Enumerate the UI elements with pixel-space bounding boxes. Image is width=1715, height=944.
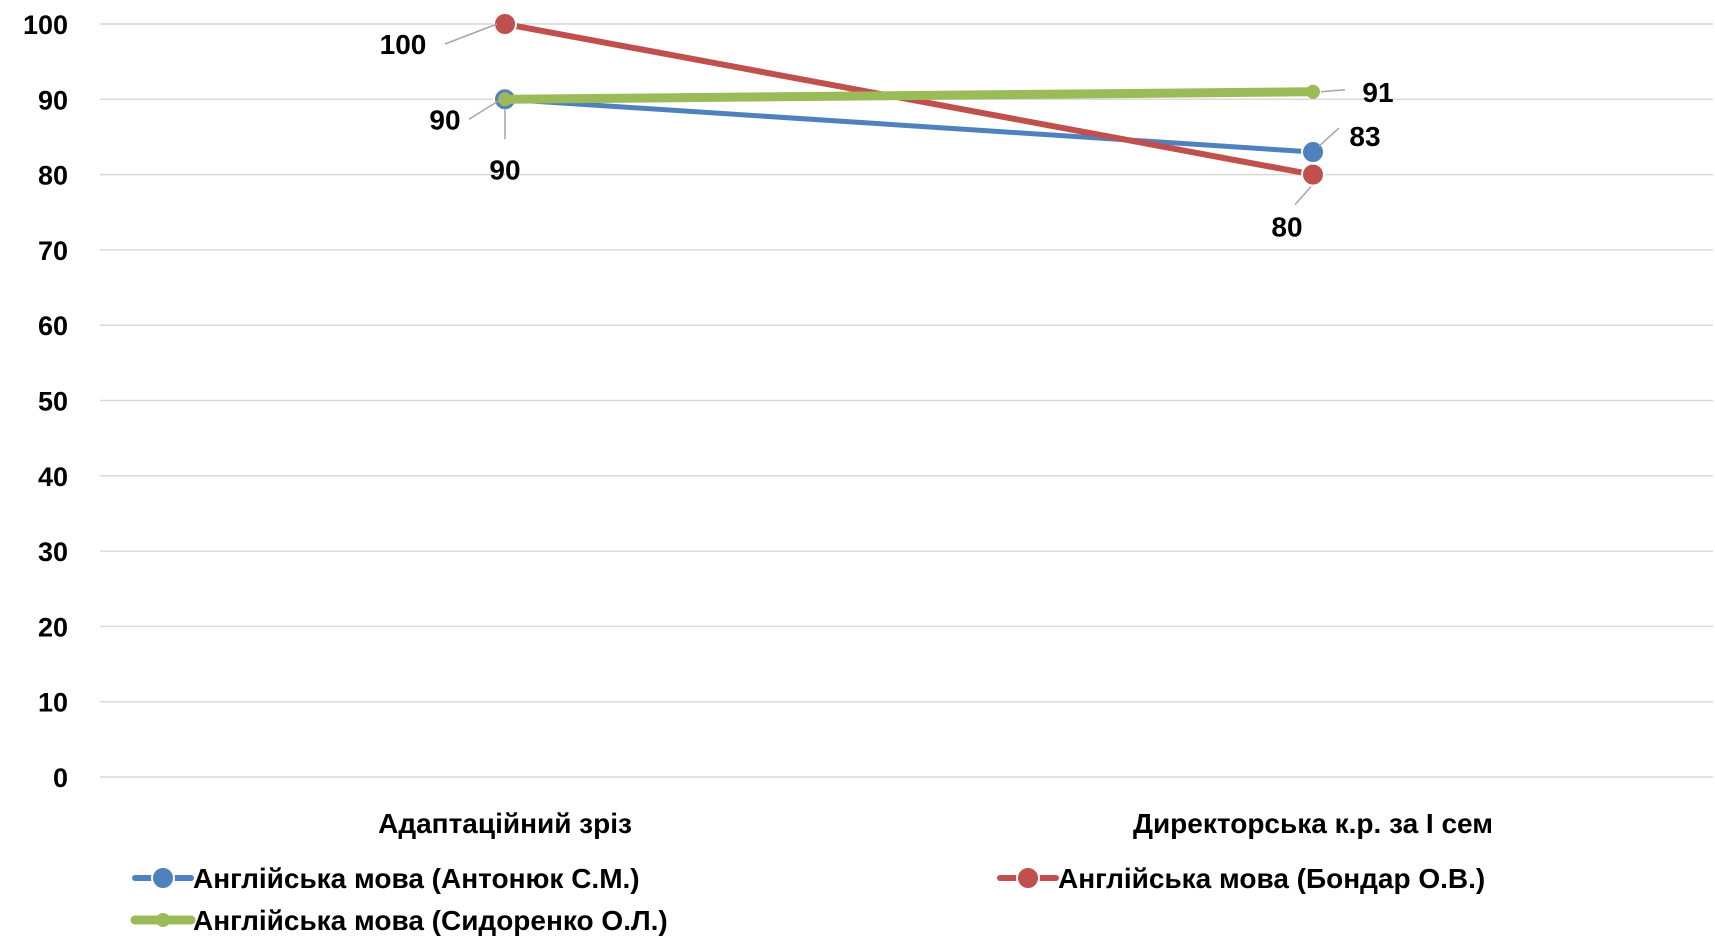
y-tick-label-90: 90 <box>38 85 68 115</box>
series-line-0 <box>502 96 1316 155</box>
legend-swatch-marker-2 <box>156 913 170 927</box>
y-tick-label-10: 10 <box>38 688 68 718</box>
leader-line-0-0 <box>468 98 502 120</box>
leader-line-1-1 <box>1294 186 1312 206</box>
y-tick-label-30: 30 <box>38 537 68 567</box>
gridlines <box>100 23 1713 778</box>
y-tick-label-20: 20 <box>38 612 68 642</box>
x-tick-label-1: Директорська к.р. за І сем <box>1133 808 1493 839</box>
data-label-0-0: 90 <box>429 104 460 135</box>
series-1-point-1 <box>1301 162 1325 187</box>
series-lines <box>493 12 1325 187</box>
legend-swatch-marker-1 <box>1016 866 1040 890</box>
legend-label-0: Англійська мова (Антонюк С.М.) <box>193 863 640 894</box>
y-tick-label-0: 0 <box>53 763 68 793</box>
legend-label-2: Англійська мова (Сидоренко О.Л.) <box>193 905 668 936</box>
x-axis-categories: Адаптаційний зріз Директорська к.р. за І … <box>378 808 1493 839</box>
leader-line-0-1 <box>1318 127 1340 147</box>
data-label-2-0: 90 <box>489 154 520 185</box>
legend-label-1: Англійська мова (Бондар О.В.) <box>1058 863 1485 894</box>
series-1-point-0 <box>493 12 517 36</box>
y-tick-label-100: 100 <box>23 10 68 40</box>
legend-swatch-marker-0 <box>151 866 175 890</box>
y-tick-label-60: 60 <box>38 311 68 341</box>
leader-line-1-0 <box>444 23 498 45</box>
data-label-1-1: 80 <box>1271 212 1302 243</box>
legend: Англійська мова (Антонюк С.М.) Англійська… <box>130 863 1485 936</box>
series-2-point-0 <box>498 92 512 107</box>
y-tick-label-50: 50 <box>38 387 68 417</box>
x-tick-label-0: Адаптаційний зріз <box>378 808 632 839</box>
data-label-0-1: 83 <box>1349 121 1380 152</box>
y-tick-label-80: 80 <box>38 161 68 191</box>
data-label-2-1: 91 <box>1362 77 1393 108</box>
data-label-1-0: 100 <box>380 29 427 60</box>
y-axis-ticks: 0 10 20 30 40 50 60 70 80 90 100 <box>23 10 68 793</box>
series-line-2 <box>500 87 1318 104</box>
y-tick-label-70: 70 <box>38 236 68 266</box>
series-2-point-1 <box>1306 84 1320 99</box>
leader-line-2-1 <box>1320 89 1346 93</box>
y-tick-label-40: 40 <box>38 462 68 492</box>
data-labels: 90 83 100 80 90 91 <box>380 23 1394 243</box>
